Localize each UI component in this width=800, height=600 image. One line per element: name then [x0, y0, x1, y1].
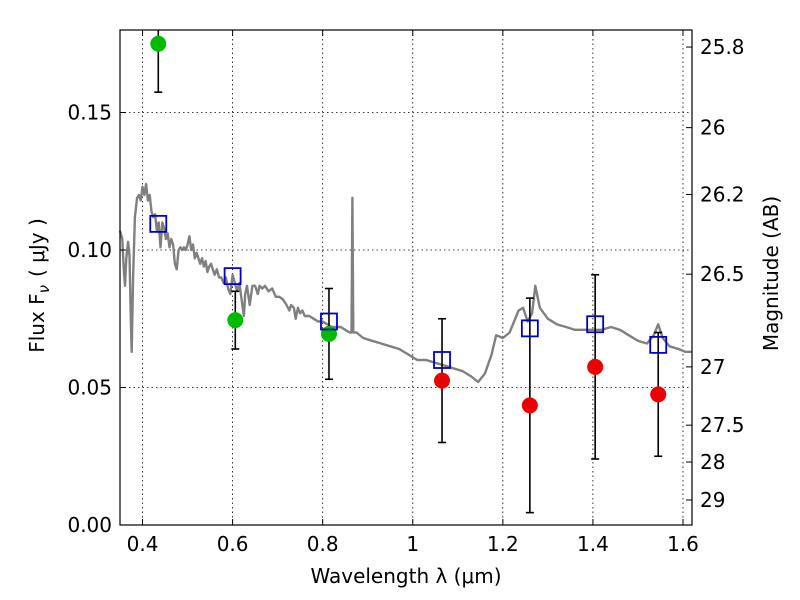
x-axis-label: Wavelength λ (μm)	[310, 564, 501, 588]
y2-tick-label: 27.5	[700, 413, 745, 437]
model-photometry-square	[520, 319, 539, 338]
y2-tick-label: 29	[700, 488, 725, 512]
model-photometry-square	[649, 335, 668, 354]
x-tick-label: 1.6	[667, 532, 699, 556]
x-tick-label: 1.4	[577, 532, 609, 556]
x-tick-label: 1	[406, 532, 419, 556]
y2-tick-label: 26.2	[700, 182, 745, 206]
photometry-point	[587, 358, 604, 375]
y-axis-label-units: ( μJy )	[25, 218, 49, 277]
model-spectrum	[118, 182, 692, 384]
y-tick-label: 0.00	[67, 513, 112, 537]
y2-tick-label: 26	[700, 116, 725, 140]
ticks: 0.4 0.6 0.8 1 1.2 1.4 1.6 0.00 0.05 0.10 0.15 25.8 2…	[67, 30, 745, 556]
model-photometry-square	[149, 214, 168, 233]
y2-tick-label: 25.8	[700, 35, 745, 59]
y2-axis-label: Magnitude (AB)	[759, 196, 783, 351]
data-markers	[149, 35, 668, 414]
photometry-point	[150, 35, 167, 52]
model-photometry-square	[320, 312, 338, 331]
model-spectrum-line	[118, 182, 692, 384]
y-tick-label: 0.10	[67, 238, 112, 262]
photometry-point	[521, 397, 538, 414]
y-axis-label-main: Flux F	[25, 293, 49, 352]
model-photometry-square	[433, 351, 451, 369]
x-tick-label: 0.8	[307, 532, 339, 556]
x-tick-label: 0.4	[127, 532, 159, 556]
model-photometry-square	[223, 267, 242, 286]
photometry-point	[434, 372, 451, 389]
y2-tick-label: 26.5	[700, 262, 745, 286]
y-axis-label-subscript: ν	[35, 285, 53, 293]
x-tick-label: 1.2	[487, 532, 519, 556]
grid-lines	[120, 30, 692, 526]
plot-frame	[119, 29, 693, 526]
y2-tick-label: 28	[700, 450, 725, 474]
y-axis-label: Flux Fν ( μJy )	[25, 218, 53, 353]
y-tick-label: 0.05	[67, 376, 112, 400]
y-tick-label: 0.15	[67, 101, 112, 125]
y2-tick-label: 27	[700, 355, 725, 379]
photometry-point	[650, 386, 667, 403]
model-photometry-square	[586, 315, 605, 334]
error-bars	[154, 30, 663, 514]
photometry-point	[227, 312, 244, 329]
x-tick-label: 0.6	[217, 532, 249, 556]
